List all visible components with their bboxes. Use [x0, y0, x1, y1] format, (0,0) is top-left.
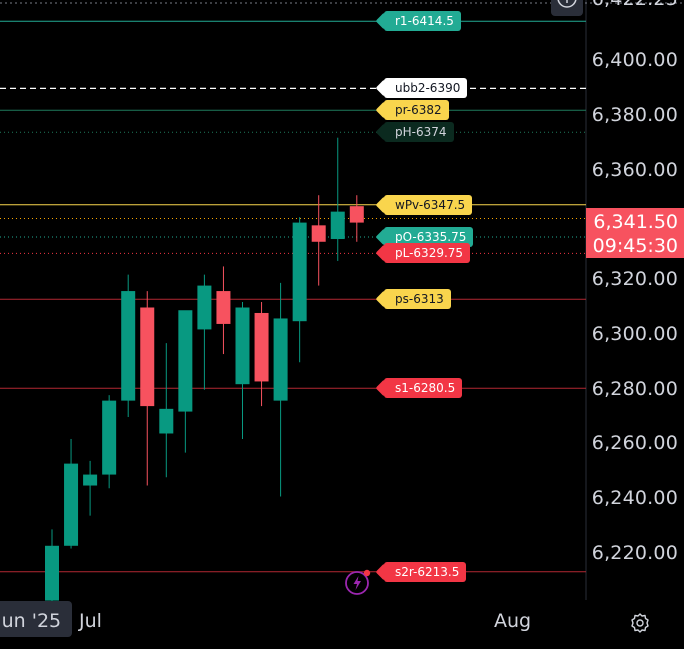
candle-body — [273, 318, 288, 401]
price-axis-label: 6,300.00 — [591, 322, 678, 345]
candle-body — [121, 291, 136, 401]
price-axis-label: 6,240.00 — [591, 487, 678, 510]
candle-body — [102, 400, 117, 475]
level-tag-pO: pO-6335.75 — [384, 226, 474, 247]
price-axis-label: 6,260.00 — [591, 432, 678, 455]
current-price: 6,341.50 — [593, 211, 678, 233]
level-tag-ps: ps-6313 — [384, 289, 451, 310]
candle-body — [254, 312, 269, 382]
candle-body — [197, 285, 212, 330]
price-axis-label: 6,280.00 — [591, 377, 678, 400]
candle-body — [216, 291, 231, 324]
candle-body — [159, 408, 174, 434]
lightning-icon — [345, 569, 371, 595]
price-axis-label: 6,360.00 — [591, 158, 678, 181]
gear-icon — [631, 613, 649, 633]
price-axis-label: 6,380.00 — [591, 103, 678, 126]
current-price-box: 6,341.50 09:45:30 — [586, 208, 684, 258]
price-axis-label: 6,220.00 — [591, 542, 678, 564]
x-label-aug: Aug — [494, 610, 532, 632]
candle-body — [292, 222, 307, 322]
candle-body — [311, 225, 326, 242]
level-tag-s2r: s2r-6213.5 — [384, 561, 467, 582]
level-tag-pr: pr-6382 — [384, 100, 449, 121]
candle-body — [45, 545, 59, 601]
period-label-box: Jun '25 — [0, 601, 72, 637]
price-axis-label-top: 6,422.25 — [592, 0, 678, 10]
settings-button[interactable] — [629, 612, 651, 634]
level-tag-pH: pH-6374 — [384, 122, 454, 143]
x-label-jun: Jun '25 — [0, 610, 62, 632]
candle-body — [235, 307, 250, 385]
level-tag-s1: s1-6280.5 — [384, 378, 463, 399]
plus-icon — [557, 0, 577, 8]
price-axis-label: 6,320.00 — [591, 268, 678, 291]
candle-body — [83, 474, 98, 486]
candle-body — [140, 307, 155, 407]
add-button[interactable] — [551, 0, 583, 16]
alert-button[interactable] — [344, 568, 372, 596]
level-tag-pL: pL-6329.75 — [384, 243, 471, 264]
level-tag-ubb2: ubb2-6390 — [384, 78, 468, 99]
candle-body — [330, 211, 345, 240]
candle-body — [178, 310, 193, 412]
candle-body — [349, 206, 364, 223]
x-label-jul: Jul — [79, 610, 102, 632]
price-axis-label: 6,400.00 — [591, 49, 678, 71]
candle-body — [64, 463, 79, 546]
bar-countdown: 09:45:30 — [592, 235, 678, 257]
level-tag-r1: r1-6414.5 — [384, 11, 461, 32]
level-tag-wPv: wPv-6347.5 — [384, 194, 473, 215]
